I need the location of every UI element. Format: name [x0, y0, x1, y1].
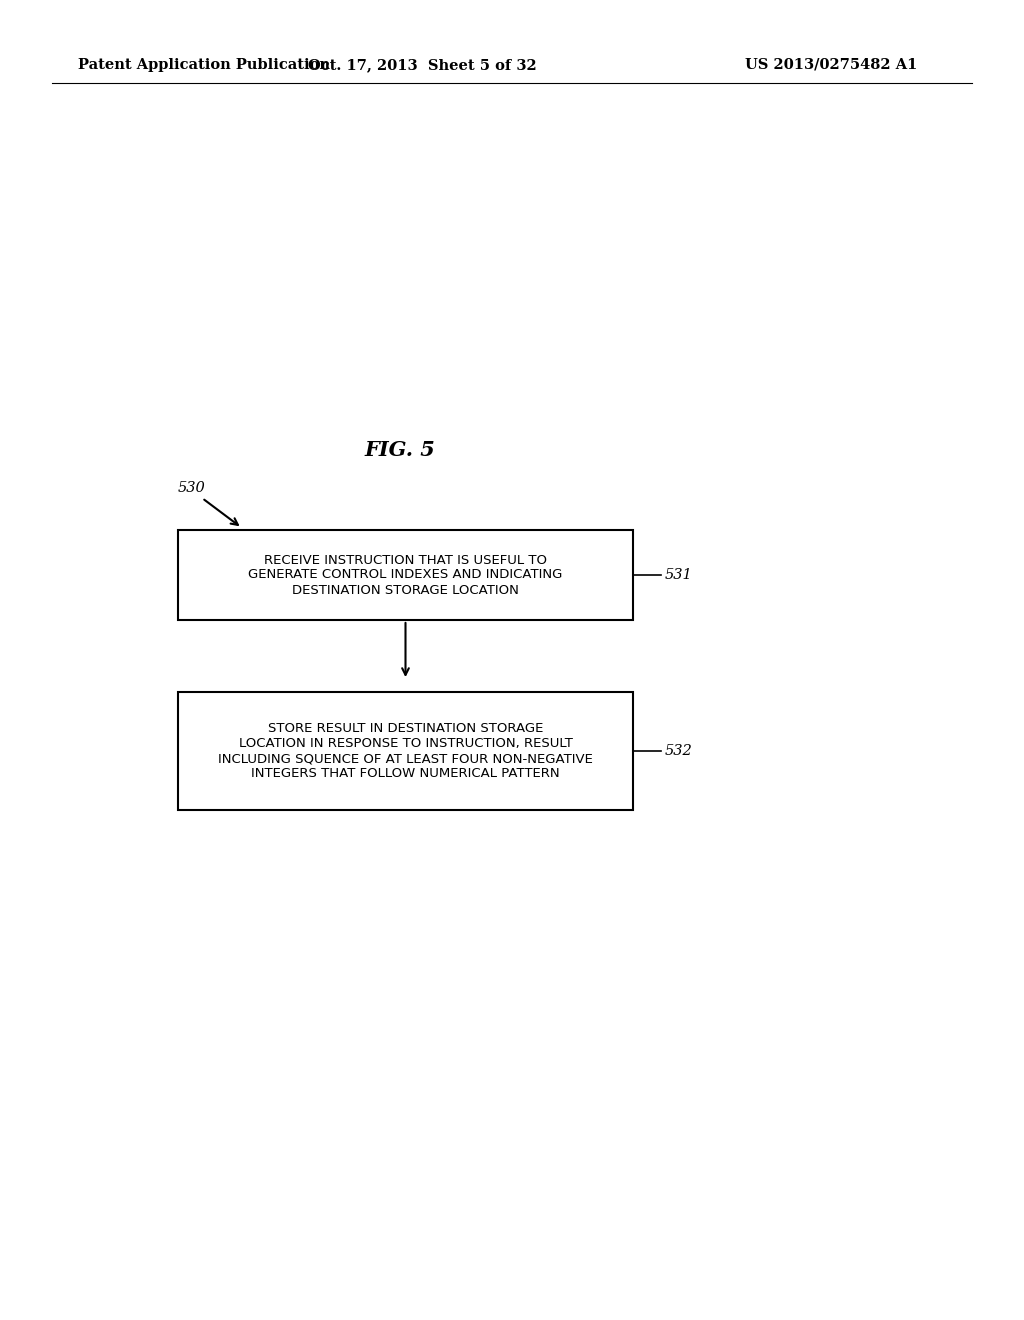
Text: Oct. 17, 2013  Sheet 5 of 32: Oct. 17, 2013 Sheet 5 of 32 — [307, 58, 537, 73]
Text: Patent Application Publication: Patent Application Publication — [78, 58, 330, 73]
Text: RECEIVE INSTRUCTION THAT IS USEFUL TO
GENERATE CONTROL INDEXES AND INDICATING
DE: RECEIVE INSTRUCTION THAT IS USEFUL TO GE… — [248, 553, 562, 597]
Bar — [178, 531, 633, 620]
Text: 532: 532 — [665, 744, 693, 758]
Text: 531: 531 — [665, 568, 693, 582]
Text: STORE RESULT IN DESTINATION STORAGE
LOCATION IN RESPONSE TO INSTRUCTION, RESULT
: STORE RESULT IN DESTINATION STORAGE LOCA… — [218, 722, 593, 780]
Text: US 2013/0275482 A1: US 2013/0275482 A1 — [745, 58, 918, 73]
Text: FIG. 5: FIG. 5 — [365, 440, 435, 459]
Bar — [178, 692, 633, 810]
Text: 530: 530 — [178, 480, 206, 495]
